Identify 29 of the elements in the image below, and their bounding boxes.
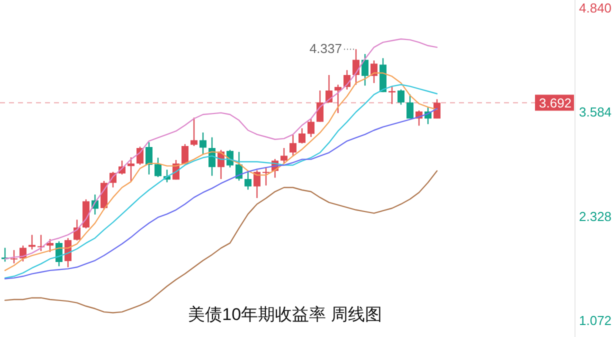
- ref-line-label: 3.692: [539, 96, 572, 111]
- candlestick: [388, 86, 396, 105]
- candlestick: [200, 132, 206, 156]
- candlestick: [190, 117, 198, 147]
- candlestick: [28, 234, 36, 250]
- candlestick: [290, 134, 296, 157]
- candlestick: [46, 238, 54, 253]
- candlestick: [398, 88, 404, 106]
- candlestick: [128, 156, 134, 182]
- candlestick: [146, 142, 152, 176]
- candlestick: [370, 60, 378, 84]
- candlestick: [280, 147, 288, 164]
- y-tick-label: 2.328: [579, 208, 612, 224]
- candlestick: [244, 170, 252, 190]
- candlestick: [334, 84, 342, 114]
- candlestick: [362, 53, 368, 86]
- y-tick-label: 1.072: [579, 313, 612, 328]
- candlestick: [154, 157, 162, 178]
- candlestick: [316, 90, 324, 122]
- candlestick: [262, 166, 270, 186]
- candlestick: [74, 219, 80, 242]
- text: 美债10年期收益率 周线图: [188, 305, 382, 324]
- candlestick: [10, 249, 18, 264]
- candlestick: [308, 118, 314, 138]
- y-tick-label: 4.840: [579, 0, 612, 16]
- candlestick: [298, 128, 306, 144]
- candlestick: [254, 170, 260, 199]
- y-tick-label: 3.584: [579, 104, 612, 120]
- annotation: 4.337: [309, 41, 342, 56]
